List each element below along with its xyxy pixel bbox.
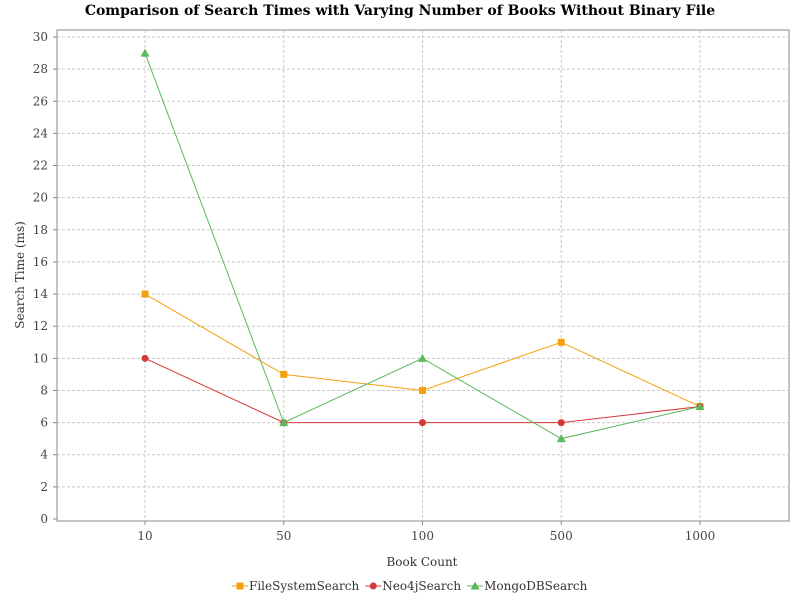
data-point-mongodbsearch [279, 418, 289, 427]
y-tick-label: 22 [33, 159, 48, 173]
legend-label-filesystemsearch: FileSystemSearch [249, 579, 359, 593]
data-point-filesystemsearch [557, 338, 565, 346]
data-point-filesystemsearch [141, 290, 149, 298]
data-point-mongodbsearch [695, 402, 705, 411]
data-point-filesystemsearch [280, 370, 288, 378]
y-tick-label: 6 [40, 416, 48, 430]
y-tick-label: 8 [40, 383, 48, 397]
y-axis-label: Search Time (ms) [13, 221, 27, 329]
data-point-neo4jsearch [419, 419, 426, 427]
legend-label-mongodbsearch: MongoDBSearch [484, 579, 588, 593]
data-point-mongodbsearch [556, 434, 566, 443]
data-point-filesystemsearch [419, 386, 426, 394]
legend-marker-mongodbsearch [470, 581, 480, 590]
x-tick-label: 500 [550, 529, 573, 543]
y-tick-label: 26 [33, 94, 48, 108]
chart-title: Comparison of Search Times with Varying … [85, 3, 715, 19]
y-tick-label: 2 [40, 480, 48, 494]
y-tick-label: 30 [33, 30, 48, 44]
legend-marker-filesystemsearch [236, 582, 244, 590]
y-tick-label: 0 [40, 512, 48, 526]
y-tick-label: 4 [40, 448, 48, 462]
y-tick-label: 20 [33, 191, 48, 205]
x-axis: 10 50 100 500 1000 [137, 521, 715, 543]
y-tick-label: 28 [33, 62, 48, 76]
y-tick-label: 14 [33, 287, 49, 301]
y-tick-label: 10 [33, 351, 48, 365]
data-point-neo4jsearch [557, 419, 565, 427]
y-tick-label: 24 [33, 126, 49, 140]
y-tick-label: 18 [33, 223, 48, 237]
x-tick-label: 100 [411, 529, 434, 543]
data-point-mongodbsearch [140, 48, 150, 57]
legend-label-neo4jsearch: Neo4jSearch [382, 579, 461, 593]
x-tick-label: 50 [276, 529, 291, 543]
legend-marker-neo4jsearch [369, 582, 377, 590]
y-tick-label: 12 [33, 319, 48, 333]
x-tick-label: 1000 [685, 529, 716, 543]
x-tick-label: 10 [137, 529, 152, 543]
data-point-mongodbsearch [418, 353, 427, 362]
data-point-neo4jsearch [141, 354, 149, 362]
legend: FileSystemSearch Neo4jSearch MongoDBSearch [232, 579, 588, 593]
series-group [140, 48, 705, 443]
x-axis-label: Book Count [386, 555, 457, 569]
y-tick-label: 16 [33, 255, 48, 269]
grid [57, 30, 789, 521]
